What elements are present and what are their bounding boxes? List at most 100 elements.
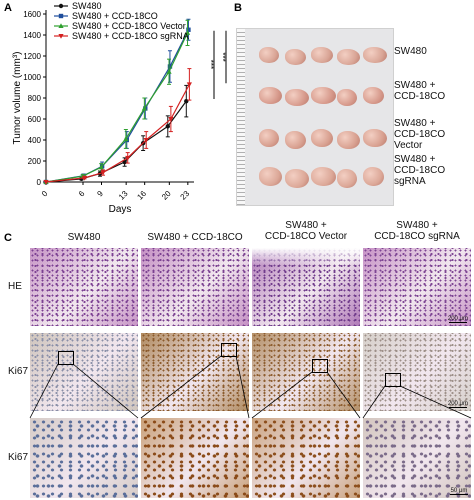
tumor-row-label: SW480 + CCD-18CO [394,80,445,102]
column-header-line: SW480 [67,232,101,243]
micrograph [252,418,360,498]
data-point [166,68,172,74]
tumor-row-label-line: CCD-18CO Vector [394,129,446,151]
legend-marker [58,13,64,19]
tumor-specimen [363,87,384,104]
zoom-region-box [58,351,74,365]
series-line [45,100,187,183]
data-point [81,175,88,181]
data-point [125,155,131,161]
x-tick-label: 23 [179,189,192,202]
row-label: Ki67 [8,366,29,377]
data-point [186,82,192,88]
column-header: SW480 + CCD-18CO sgRNA [363,220,471,242]
y-tick-label: 600 [28,115,42,124]
tumor-specimen [285,169,309,188]
column-header: SW480 [30,232,138,243]
tumor-specimen [311,129,333,147]
tumor-specimen [337,49,360,65]
row-label: Ki67 [8,452,29,463]
y-tick-label: 1400 [23,31,41,40]
scale-bar-label: 200 μm [447,400,468,407]
x-tick-label: 0 [40,189,50,199]
tumor-row-label: SW480 + CCD-18CO Vector [394,118,474,151]
tumor-specimen [311,47,333,63]
x-tick-label: 20 [160,189,173,202]
x-tick-label: 16 [135,189,148,202]
column-header-line: CCD-18CO sgRNA [374,231,460,242]
micrograph [30,418,138,498]
tumor-row-label-line: SW480 + [394,154,436,165]
tumor-specimen [259,129,279,147]
series-line [45,32,189,183]
y-tick-label: 0 [37,178,42,187]
data-point [165,124,170,129]
column-header-line: CCD-18CO Vector [264,231,348,242]
tumor-row-label-line: CCD-18CO [394,91,446,102]
tumor-specimen [285,49,306,65]
legend-entry: SW480 + CCD-18CO Vector [72,21,186,31]
legend-marker [58,34,64,39]
scale-bar-line [448,321,467,323]
tumor-specimen [311,167,336,186]
micrograph [30,248,138,326]
column-header-line: SW480 + [285,220,327,231]
zoom-region-box [312,359,328,373]
micrograph [252,333,360,411]
significance-label: *** [218,52,227,61]
data-point [186,27,191,32]
y-tick-label: 400 [28,136,42,145]
tumor-photo [236,28,394,206]
data-point [167,64,173,69]
data-point [141,105,147,111]
micrograph: 200 μm [363,333,471,411]
y-tick-label: 800 [28,94,42,103]
panel-b-letter: B [234,2,242,14]
row-label: HE [8,281,22,292]
tumor-specimen [259,47,279,63]
scale-bar-line [448,406,467,408]
photo-ruler [237,29,245,205]
column-header: SW480 + CCD-18CO Vector [252,220,360,242]
scale-bar-label: 200 μm [447,315,468,322]
micrograph: 50 μm [363,418,471,498]
data-point [143,138,149,143]
micrograph [30,333,138,411]
panel-a-letter: A [4,2,12,14]
legend-marker [58,3,64,9]
tumor-volume-chart: 0 200 400 600 800 1000 1200 1400 1600 0 6 9 13 16 20 23… [12,1,227,215]
tumor-specimen [285,89,309,106]
y-axis-label: Tumor volume (mm³) [12,52,23,145]
legend-entry: SW480 [72,1,102,11]
tumor-specimen [259,87,282,104]
scale-bar-line [450,493,468,495]
x-tick-label: 13 [117,189,130,202]
data-point [184,30,191,35]
panel-c-letter: C [4,232,12,244]
zoom-region-box [385,373,401,387]
data-point [43,180,49,185]
micrograph [141,333,249,411]
tumor-row-label-line: SW480 [394,46,427,57]
tumor-specimen [363,167,384,186]
y-tick-label: 1200 [23,52,41,61]
tumor-specimen [311,87,336,104]
x-tick-label: 9 [95,189,105,199]
tumor-specimen [363,47,387,63]
tumor-row-label-line: SW480 + [394,118,436,129]
micrograph [252,248,360,326]
zoom-region-box [221,343,237,357]
micrograph [141,248,249,326]
tumor-specimen [285,131,306,149]
x-tick-label: 6 [77,189,87,199]
legend-marker [58,23,64,28]
data-point [168,117,174,122]
x-axis-label: Days [109,204,132,215]
tumor-specimen [337,131,360,149]
column-header: SW480 + CCD-18CO [141,232,249,243]
tissue-gap [252,248,360,266]
tumor-specimen [337,89,357,106]
y-tick-label: 1000 [23,73,41,82]
tumor-row-label: SW480 + CCD-18CO sgRNA [394,154,474,187]
y-tick-label: 200 [28,157,42,166]
